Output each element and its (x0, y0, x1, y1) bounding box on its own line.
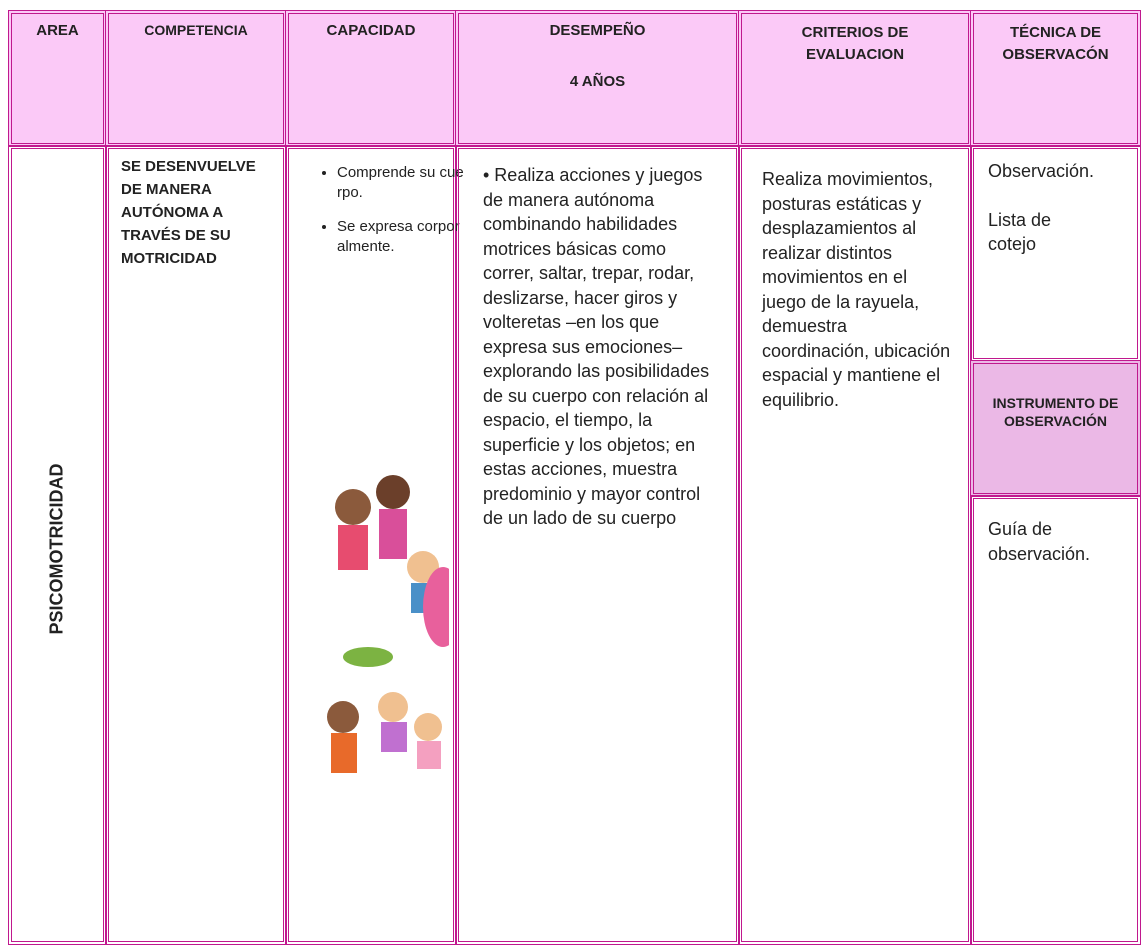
capacidad-list: Comprende su cuerpo. Se expresa corporal… (295, 163, 467, 257)
instrumento-header: INSTRUMENTO DE OBSERVACIÓN (970, 360, 1141, 497)
kids-illustration (327, 457, 449, 792)
area-cell: PSICOMOTRICIDAD (8, 145, 107, 945)
criterios-cell: Realiza movimientos, posturas estáticas … (738, 145, 972, 945)
desempeno-cell: • Realiza acciones y juegos de manera au… (455, 145, 740, 945)
capacidad-item: Comprende su cuerpo. (337, 163, 467, 203)
header-capacidad: CAPACIDAD (285, 10, 457, 147)
tecnica-item: Observación. (988, 161, 1095, 181)
tecnica-item: Lista de cotejo (988, 209, 1052, 255)
capacidad-item: Se expresa corporalmente. (337, 217, 467, 257)
header-criterios: CRITERIOS DE EVALUACION (738, 10, 972, 147)
capacidad-cell: Comprende su cuerpo. Se expresa corporal… (285, 145, 464, 945)
header-competencia: COMPETENCIA (105, 10, 287, 147)
instrumento-cell: Guía de observación. (970, 495, 1141, 945)
header-area: AREA (8, 10, 107, 147)
header-tecnica: TÉCNICA DE OBSERVACÓN (970, 10, 1141, 147)
header-desempeno-title: DESEMPEÑO (549, 22, 646, 39)
area-label: PSICOMOTRICIDAD (46, 463, 67, 635)
header-desempeno-age: 4 AÑOS (569, 73, 626, 90)
header-desempeno: DESEMPEÑO 4 AÑOS (455, 10, 740, 147)
tecnica-cell: Observación. Lista de cotejo (970, 145, 1141, 362)
competencia-cell: SE DESENVUELVE DE MANERA AUTÓNOMA A TRAV… (105, 145, 287, 945)
